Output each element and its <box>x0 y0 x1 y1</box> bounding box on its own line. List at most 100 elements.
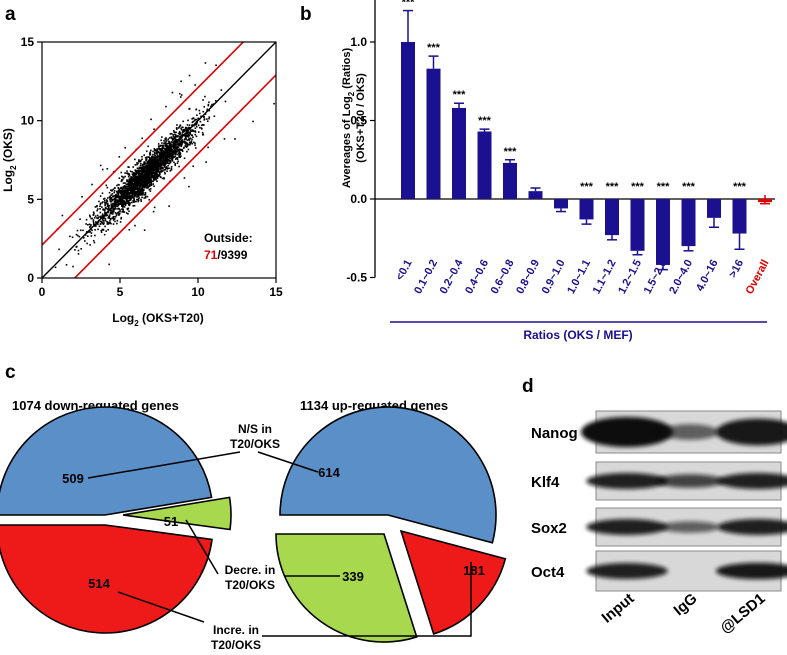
scatter-point <box>138 184 140 187</box>
scatter-point <box>115 193 117 196</box>
scatter-point <box>169 143 172 145</box>
scatter-point <box>121 202 123 205</box>
scatter-point <box>119 221 122 223</box>
scatter-point <box>155 150 158 152</box>
scatter-point <box>117 189 120 192</box>
scatter-point <box>132 183 134 185</box>
scatter-point <box>135 191 137 194</box>
scatter-point <box>177 132 180 135</box>
scatter-point <box>168 158 170 161</box>
callout-incre-line2: T20/OKS <box>211 638 261 652</box>
bar-x-axis-label: Ratios (OKS / MEF) <box>523 328 632 342</box>
bar <box>477 131 492 199</box>
scatter-point <box>144 181 147 184</box>
scatter-point <box>96 205 98 207</box>
scatter-point <box>116 203 118 206</box>
scatter-point <box>154 173 156 176</box>
bar <box>707 199 721 218</box>
bar <box>732 199 747 234</box>
scatter-point <box>168 137 171 139</box>
scatter-point <box>140 168 143 171</box>
scatter-point <box>144 175 147 178</box>
scatter-point <box>118 197 121 200</box>
scatter-point <box>176 146 178 149</box>
scatter-point <box>194 131 197 133</box>
significance-marker: *** <box>427 42 441 54</box>
scatter-point <box>173 149 175 151</box>
scatter-point <box>135 200 137 203</box>
scatter-point <box>123 199 125 202</box>
scatter-point <box>149 179 151 182</box>
scatter-point <box>170 145 172 148</box>
scatter-point <box>130 189 133 192</box>
scatter-point <box>173 131 175 133</box>
scatter-point-outlier <box>188 185 190 188</box>
scatter-point <box>164 160 167 163</box>
scatter-point <box>170 136 173 139</box>
scatter-point <box>136 198 138 201</box>
scatter-point <box>113 191 116 194</box>
scatter-point <box>189 133 192 135</box>
scatter-point <box>89 225 92 228</box>
scatter-point <box>114 199 117 202</box>
scatter-point <box>111 204 114 206</box>
scatter-point <box>113 208 116 211</box>
scatter-point <box>77 249 80 252</box>
scatter-point-outlier <box>143 229 146 231</box>
scatter-point <box>139 193 141 195</box>
scatter-point <box>116 192 119 194</box>
scatter-point <box>126 193 128 196</box>
scatter-point <box>116 205 119 208</box>
scatter-point <box>158 161 161 164</box>
significance-marker: *** <box>580 181 594 193</box>
scatter-point <box>156 160 158 162</box>
scatter-point <box>163 177 165 180</box>
scatter-point <box>136 182 139 184</box>
blot-band <box>715 418 787 446</box>
scatter-point <box>149 188 152 190</box>
scatter-point <box>168 162 171 165</box>
scatter-point <box>208 109 211 112</box>
scatter-point <box>122 176 125 179</box>
scatter-point <box>112 223 115 225</box>
scatter-point <box>102 223 105 226</box>
scatter-point <box>187 131 190 134</box>
scatter-point <box>176 156 178 159</box>
scatter-point <box>114 211 117 214</box>
scatter-point <box>177 146 180 149</box>
scatter-point <box>125 195 127 198</box>
scatter-point <box>128 194 131 197</box>
scatter-point <box>141 172 143 175</box>
scatter-point <box>173 161 175 164</box>
scatter-point <box>144 176 147 178</box>
scatter-point <box>145 175 148 177</box>
scatter-point <box>187 136 190 138</box>
scatter-point <box>176 162 179 164</box>
scatter-point <box>157 169 159 172</box>
scatter-point <box>130 189 132 192</box>
scatter-point <box>77 234 79 237</box>
scatter-point <box>164 156 167 159</box>
scatter-point <box>141 190 144 193</box>
scatter-point <box>114 200 117 203</box>
scatter-point <box>95 221 97 223</box>
scatter-point <box>157 143 160 145</box>
scatter-point <box>157 150 160 153</box>
scatter-point <box>107 216 110 219</box>
scatter-point-outlier <box>124 146 126 149</box>
scatter-point <box>98 200 100 203</box>
scatter-point <box>183 146 185 149</box>
scatter-point <box>112 217 115 220</box>
scatter-point <box>162 151 165 153</box>
scatter-point <box>132 179 134 181</box>
scatter-point <box>197 124 200 127</box>
scatter-points <box>54 62 275 269</box>
scatter-point <box>179 153 182 156</box>
category-label: 1.1~1.2 <box>591 258 619 296</box>
scatter-point <box>143 183 146 186</box>
scatter-point <box>202 99 204 101</box>
scatter-point <box>108 191 111 194</box>
scatter-point <box>174 133 176 136</box>
scatter-point <box>121 208 123 210</box>
scatter-point <box>88 226 91 228</box>
